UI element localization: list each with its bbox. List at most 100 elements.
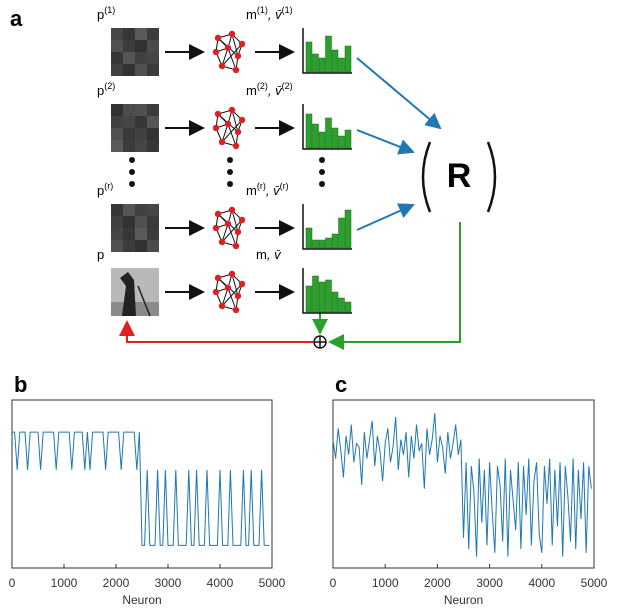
- image-patch: [147, 104, 159, 116]
- x-tick-label: 3000: [476, 576, 503, 590]
- network-node: [215, 211, 221, 217]
- network-node: [239, 281, 245, 287]
- panel-label: c: [335, 372, 347, 397]
- image-patch: [123, 204, 135, 216]
- histogram-bar: [313, 276, 319, 312]
- image-patch: [111, 228, 123, 240]
- rate-label-sup: (2): [257, 81, 268, 91]
- image-patch: [123, 228, 135, 240]
- network-node: [215, 275, 221, 281]
- patch-label: p(2): [97, 81, 115, 98]
- image-patch: [123, 52, 135, 64]
- patch-label-main: p: [97, 247, 104, 262]
- histogram-bar: [319, 240, 325, 248]
- image-patch: [111, 240, 123, 252]
- x-tick-label: 0: [330, 576, 337, 590]
- rate-label-main: m: [256, 247, 267, 262]
- patch-label: p(1): [97, 5, 115, 22]
- rate-label-sup: (r): [280, 181, 289, 191]
- histogram-bar: [339, 58, 345, 72]
- image-patch: [135, 204, 147, 216]
- network-node: [225, 221, 231, 227]
- bracket: [423, 142, 430, 212]
- histogram-bar: [306, 42, 312, 72]
- network-node: [235, 229, 241, 235]
- x-tick-label: 0: [9, 576, 16, 590]
- network-node: [219, 303, 225, 309]
- patch-label-main: p: [97, 183, 104, 198]
- network-node: [225, 121, 231, 127]
- network-node: [219, 139, 225, 145]
- x-tick-label: 5000: [581, 576, 608, 590]
- network-node: [213, 49, 219, 55]
- x-tick-label: 1000: [51, 576, 78, 590]
- network-node: [235, 53, 241, 59]
- rate-label-main: , v̄: [267, 247, 282, 262]
- rate-label-main: m: [246, 83, 257, 98]
- image-patch: [135, 64, 147, 76]
- patch-label: p(r): [97, 181, 113, 198]
- image-patch: [135, 104, 147, 116]
- histogram-bar: [332, 128, 338, 148]
- network-node: [215, 111, 221, 117]
- patch-label: p: [97, 247, 104, 262]
- x-tick-label: 2000: [424, 576, 451, 590]
- histogram-bar: [319, 282, 325, 312]
- histogram-bar: [313, 124, 319, 148]
- patch-label-main: p: [97, 83, 104, 98]
- histogram-bar: [319, 58, 325, 72]
- network-node: [239, 41, 245, 47]
- image-patch: [111, 104, 123, 116]
- image-patch: [111, 52, 123, 64]
- result-label: R: [447, 157, 472, 195]
- rate-label-main: m: [246, 7, 257, 22]
- network-node: [213, 125, 219, 131]
- figure: a R p(1)m(1), v̄(1)p(2)m(2), v̄(2)p(r)m(…: [0, 0, 619, 609]
- histogram-bar: [332, 50, 338, 72]
- image-patch: [135, 240, 147, 252]
- patch-label-main: p: [97, 7, 104, 22]
- image-patch: [123, 140, 135, 152]
- x-tick-label: 5000: [259, 576, 286, 590]
- histogram-bar: [319, 132, 325, 148]
- patch-label-sup: (1): [104, 5, 115, 15]
- image-patch: [147, 204, 159, 216]
- image-patch: [147, 40, 159, 52]
- image-patch: [147, 28, 159, 40]
- image-patch: [111, 128, 123, 140]
- image-patch: [147, 240, 159, 252]
- histogram-bar: [345, 130, 351, 148]
- rate-label-sup: (r): [257, 181, 266, 191]
- network-node: [225, 285, 231, 291]
- image-patch: [135, 140, 147, 152]
- histogram-bar: [326, 118, 332, 148]
- image-patch: [123, 28, 135, 40]
- rate-label: m(r), v̄(r): [246, 181, 289, 198]
- rate-label: m, v̄: [256, 247, 282, 262]
- x-tick-label: 3000: [155, 576, 182, 590]
- histogram-bar: [339, 298, 345, 312]
- network-node: [213, 225, 219, 231]
- image-patch: [147, 52, 159, 64]
- image-patch: [111, 116, 123, 128]
- arrows: [127, 58, 460, 342]
- network-node: [213, 289, 219, 295]
- image-patch: [147, 216, 159, 228]
- x-tick-label: 4000: [528, 576, 555, 590]
- image-patch: [123, 64, 135, 76]
- image-patch: [123, 104, 135, 116]
- network-node: [233, 67, 239, 73]
- image-patch: [111, 64, 123, 76]
- histogram-bar: [332, 292, 338, 312]
- image-patch: [147, 140, 159, 152]
- image-patch: [147, 116, 159, 128]
- network-node: [233, 307, 239, 313]
- image-patch: [123, 240, 135, 252]
- histogram-bar: [345, 46, 351, 72]
- x-tick-label: 2000: [103, 576, 130, 590]
- x-tick-label: 4000: [207, 576, 234, 590]
- image-patch: [147, 64, 159, 76]
- network-node: [225, 45, 231, 51]
- image-patch: [111, 216, 123, 228]
- histogram-bar: [326, 280, 332, 312]
